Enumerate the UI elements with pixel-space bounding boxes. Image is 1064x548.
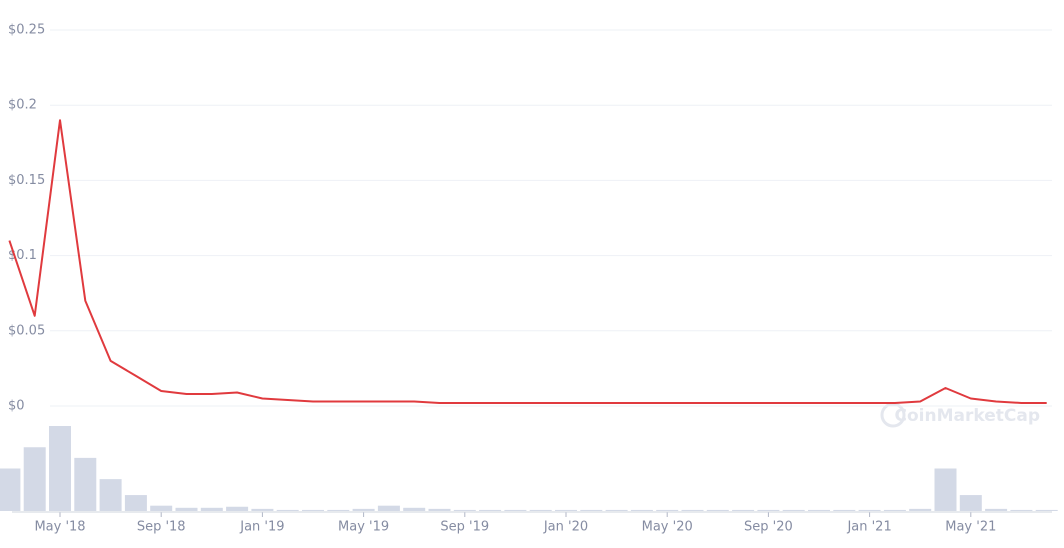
x-tick-label: May '21 bbox=[945, 520, 996, 535]
y-tick-label: $0 bbox=[8, 399, 25, 414]
volume-bar bbox=[883, 509, 906, 511]
x-tick-label: May '19 bbox=[338, 520, 389, 535]
volume-bar bbox=[453, 509, 476, 511]
volume-bar bbox=[706, 509, 729, 511]
volume-bar bbox=[1010, 509, 1033, 511]
x-tick-label: May '20 bbox=[642, 520, 693, 535]
y-tick-label: $0.05 bbox=[8, 323, 45, 338]
volume-bar bbox=[428, 508, 451, 511]
volume-bar bbox=[479, 509, 502, 511]
x-tick-label: Sep '18 bbox=[137, 520, 186, 535]
volume-bar bbox=[909, 508, 932, 511]
watermark: CoinMarketCap bbox=[895, 406, 1040, 426]
price-line bbox=[8, 119, 1047, 404]
volume-bar bbox=[251, 508, 274, 511]
volume-bar bbox=[377, 505, 400, 511]
volume-bar bbox=[985, 508, 1008, 511]
volume-bar bbox=[1035, 509, 1058, 511]
volume-bar bbox=[757, 509, 780, 511]
volume-bar bbox=[681, 509, 704, 511]
volume-bar bbox=[782, 509, 805, 511]
volume-bar bbox=[276, 509, 299, 511]
volume-bar bbox=[630, 509, 653, 511]
volume-bar bbox=[959, 495, 982, 511]
volume-bar bbox=[580, 509, 603, 511]
volume-bar bbox=[529, 509, 552, 511]
x-tick-label: Jan '20 bbox=[543, 520, 588, 535]
volume-bar bbox=[403, 507, 426, 511]
x-tick-label: Jan '19 bbox=[239, 520, 284, 535]
y-tick-label: $0.15 bbox=[8, 173, 45, 188]
volume-bar bbox=[833, 509, 856, 511]
volume-bar bbox=[605, 509, 628, 511]
y-tick-label: $0.2 bbox=[8, 98, 37, 113]
y-tick-label: $0.25 bbox=[8, 23, 45, 38]
x-tick-label: Sep '19 bbox=[440, 520, 489, 535]
volume-bar bbox=[150, 505, 173, 511]
x-tick-label: May '18 bbox=[34, 520, 85, 535]
x-tick-label: Sep '20 bbox=[744, 520, 793, 535]
volume-bar bbox=[23, 447, 46, 511]
volume-bar bbox=[934, 468, 957, 511]
volume-bar bbox=[0, 468, 21, 511]
volume-bar bbox=[327, 509, 350, 511]
volume-bar bbox=[555, 509, 577, 511]
volume-bar bbox=[99, 479, 122, 511]
volume-bar bbox=[352, 508, 375, 511]
volume-bar bbox=[175, 507, 198, 511]
volume-bar bbox=[124, 495, 147, 511]
volume-bar bbox=[200, 507, 223, 511]
volume-bar bbox=[504, 509, 527, 511]
volume-bar bbox=[49, 426, 71, 511]
volume-bar bbox=[858, 509, 881, 511]
volume-bar bbox=[74, 457, 97, 511]
volume-bar bbox=[656, 509, 679, 511]
volume-bar bbox=[226, 506, 249, 511]
volume-bar bbox=[732, 509, 755, 511]
x-tick-label: Jan '21 bbox=[846, 520, 891, 535]
volume-bar bbox=[302, 509, 324, 511]
volume-bar bbox=[808, 509, 830, 511]
